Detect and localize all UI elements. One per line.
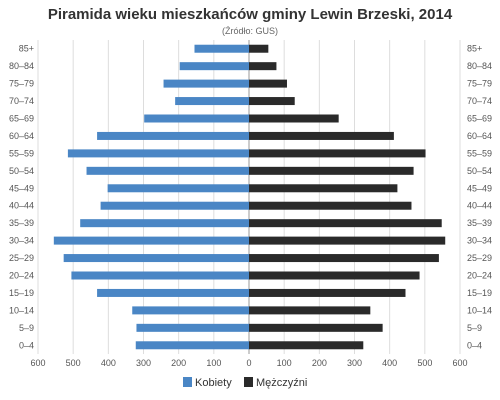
x-tick-label: 300 xyxy=(136,358,151,368)
category-label-left: 85+ xyxy=(19,44,34,54)
bar-kobiety[interactable] xyxy=(67,149,250,158)
chart-title: Piramida wieku mieszkańców gminy Lewin B… xyxy=(48,6,453,23)
legend: Kobiety Mężczyźni xyxy=(183,377,307,389)
category-label-left: 10–14 xyxy=(9,305,34,315)
bar-kobiety[interactable] xyxy=(97,131,249,140)
category-label-left: 50–54 xyxy=(9,166,34,176)
category-label-right: 15–19 xyxy=(467,288,492,298)
bar-mezczyzni[interactable] xyxy=(249,201,412,210)
category-label-left: 5–9 xyxy=(19,323,34,333)
bar-kobiety[interactable] xyxy=(194,44,249,53)
x-tick-label: 200 xyxy=(171,358,186,368)
category-label-right: 45–49 xyxy=(467,183,492,193)
bar-mezczyzni[interactable] xyxy=(249,219,442,228)
x-tick-label: 100 xyxy=(277,358,292,368)
bar-kobiety[interactable] xyxy=(53,236,250,245)
bar-kobiety[interactable] xyxy=(100,201,249,210)
category-label-left: 70–74 xyxy=(9,96,34,106)
category-label-right: 85+ xyxy=(467,44,482,54)
category-label-right: 80–84 xyxy=(467,61,492,71)
bar-kobiety[interactable] xyxy=(107,184,249,193)
category-label-right: 20–24 xyxy=(467,271,492,281)
category-label-right: 30–34 xyxy=(467,236,492,246)
bar-kobiety[interactable] xyxy=(163,79,249,88)
category-label-left: 30–34 xyxy=(9,236,34,246)
x-tick-label: 0 xyxy=(246,358,251,368)
bar-mezczyzni[interactable] xyxy=(249,97,295,106)
bar-mezczyzni[interactable] xyxy=(249,288,406,297)
x-axis-ticks: 600 500 400 300 200 100 0 100 200 300 400 500 600 xyxy=(30,358,467,368)
category-label-left: 20–24 xyxy=(9,271,34,281)
bar-mezczyzni[interactable] xyxy=(249,236,446,245)
category-label-right: 25–29 xyxy=(467,253,492,263)
bar-kobiety[interactable] xyxy=(132,306,249,315)
bar-mezczyzni[interactable] xyxy=(249,306,371,315)
bar-mezczyzni[interactable] xyxy=(249,341,364,350)
bar-mezczyzni[interactable] xyxy=(249,149,426,158)
bar-mezczyzni[interactable] xyxy=(249,166,414,175)
bar-mezczyzni[interactable] xyxy=(249,131,394,140)
category-label-left: 0–4 xyxy=(19,340,34,350)
x-tick-label: 400 xyxy=(101,358,116,368)
category-labels: 85+ 85+ 80–84 80–84 75–79 75–79 70–74 70–74 65–6… xyxy=(9,44,492,351)
category-label-left: 55–59 xyxy=(9,148,34,158)
category-label-left: 75–79 xyxy=(9,79,34,89)
bar-kobiety[interactable] xyxy=(63,254,250,263)
grid xyxy=(37,40,461,354)
bar-kobiety[interactable] xyxy=(179,62,249,71)
category-label-right: 40–44 xyxy=(467,201,492,211)
x-tick-label: 300 xyxy=(347,358,362,368)
x-tick-label: 500 xyxy=(417,358,432,368)
bar-mezczyzni[interactable] xyxy=(249,271,420,280)
bar-kobiety[interactable] xyxy=(71,271,250,280)
bar-kobiety[interactable] xyxy=(80,219,249,228)
bar-mezczyzni[interactable] xyxy=(249,114,339,123)
category-label-right: 35–39 xyxy=(467,218,492,228)
x-tick-label: 600 xyxy=(30,358,45,368)
category-label-right: 75–79 xyxy=(467,79,492,89)
legend-swatch-mezczyzni xyxy=(244,377,253,387)
legend-label-kobiety[interactable]: Kobiety xyxy=(195,377,232,389)
bar-kobiety[interactable] xyxy=(135,341,249,350)
bar-kobiety[interactable] xyxy=(97,288,249,297)
bar-mezczyzni[interactable] xyxy=(249,62,277,71)
x-tick-label: 600 xyxy=(452,358,467,368)
category-label-left: 15–19 xyxy=(9,288,34,298)
category-label-right: 65–69 xyxy=(467,114,492,124)
category-label-right: 55–59 xyxy=(467,148,492,158)
bars xyxy=(53,44,446,350)
category-label-right: 0–4 xyxy=(467,340,482,350)
x-tick-label: 100 xyxy=(206,358,221,368)
bar-mezczyzni[interactable] xyxy=(249,254,439,263)
category-label-right: 60–64 xyxy=(467,131,492,141)
x-tick-label: 500 xyxy=(66,358,81,368)
category-label-right: 70–74 xyxy=(467,96,492,106)
bar-mezczyzni[interactable] xyxy=(249,323,383,332)
bar-kobiety[interactable] xyxy=(86,166,249,175)
bar-kobiety[interactable] xyxy=(136,323,249,332)
category-label-left: 45–49 xyxy=(9,183,34,193)
category-label-left: 60–64 xyxy=(9,131,34,141)
bar-mezczyzni[interactable] xyxy=(249,79,287,88)
legend-swatch-kobiety xyxy=(183,377,192,387)
category-label-left: 40–44 xyxy=(9,201,34,211)
x-tick-label: 400 xyxy=(382,358,397,368)
legend-label-mezczyzni[interactable]: Mężczyźni xyxy=(256,377,307,389)
bar-mezczyzni[interactable] xyxy=(249,184,398,193)
category-label-right: 5–9 xyxy=(467,323,482,333)
bar-mezczyzni[interactable] xyxy=(249,44,269,53)
category-label-left: 65–69 xyxy=(9,114,34,124)
bar-kobiety[interactable] xyxy=(144,114,249,123)
category-label-left: 35–39 xyxy=(9,218,34,228)
x-tick-label: 200 xyxy=(312,358,327,368)
category-label-right: 10–14 xyxy=(467,305,492,315)
category-label-left: 25–29 xyxy=(9,253,34,263)
bar-kobiety[interactable] xyxy=(175,97,249,106)
category-label-left: 80–84 xyxy=(9,61,34,71)
category-label-right: 50–54 xyxy=(467,166,492,176)
chart-subtitle: (Źródło: GUS) xyxy=(222,26,278,36)
